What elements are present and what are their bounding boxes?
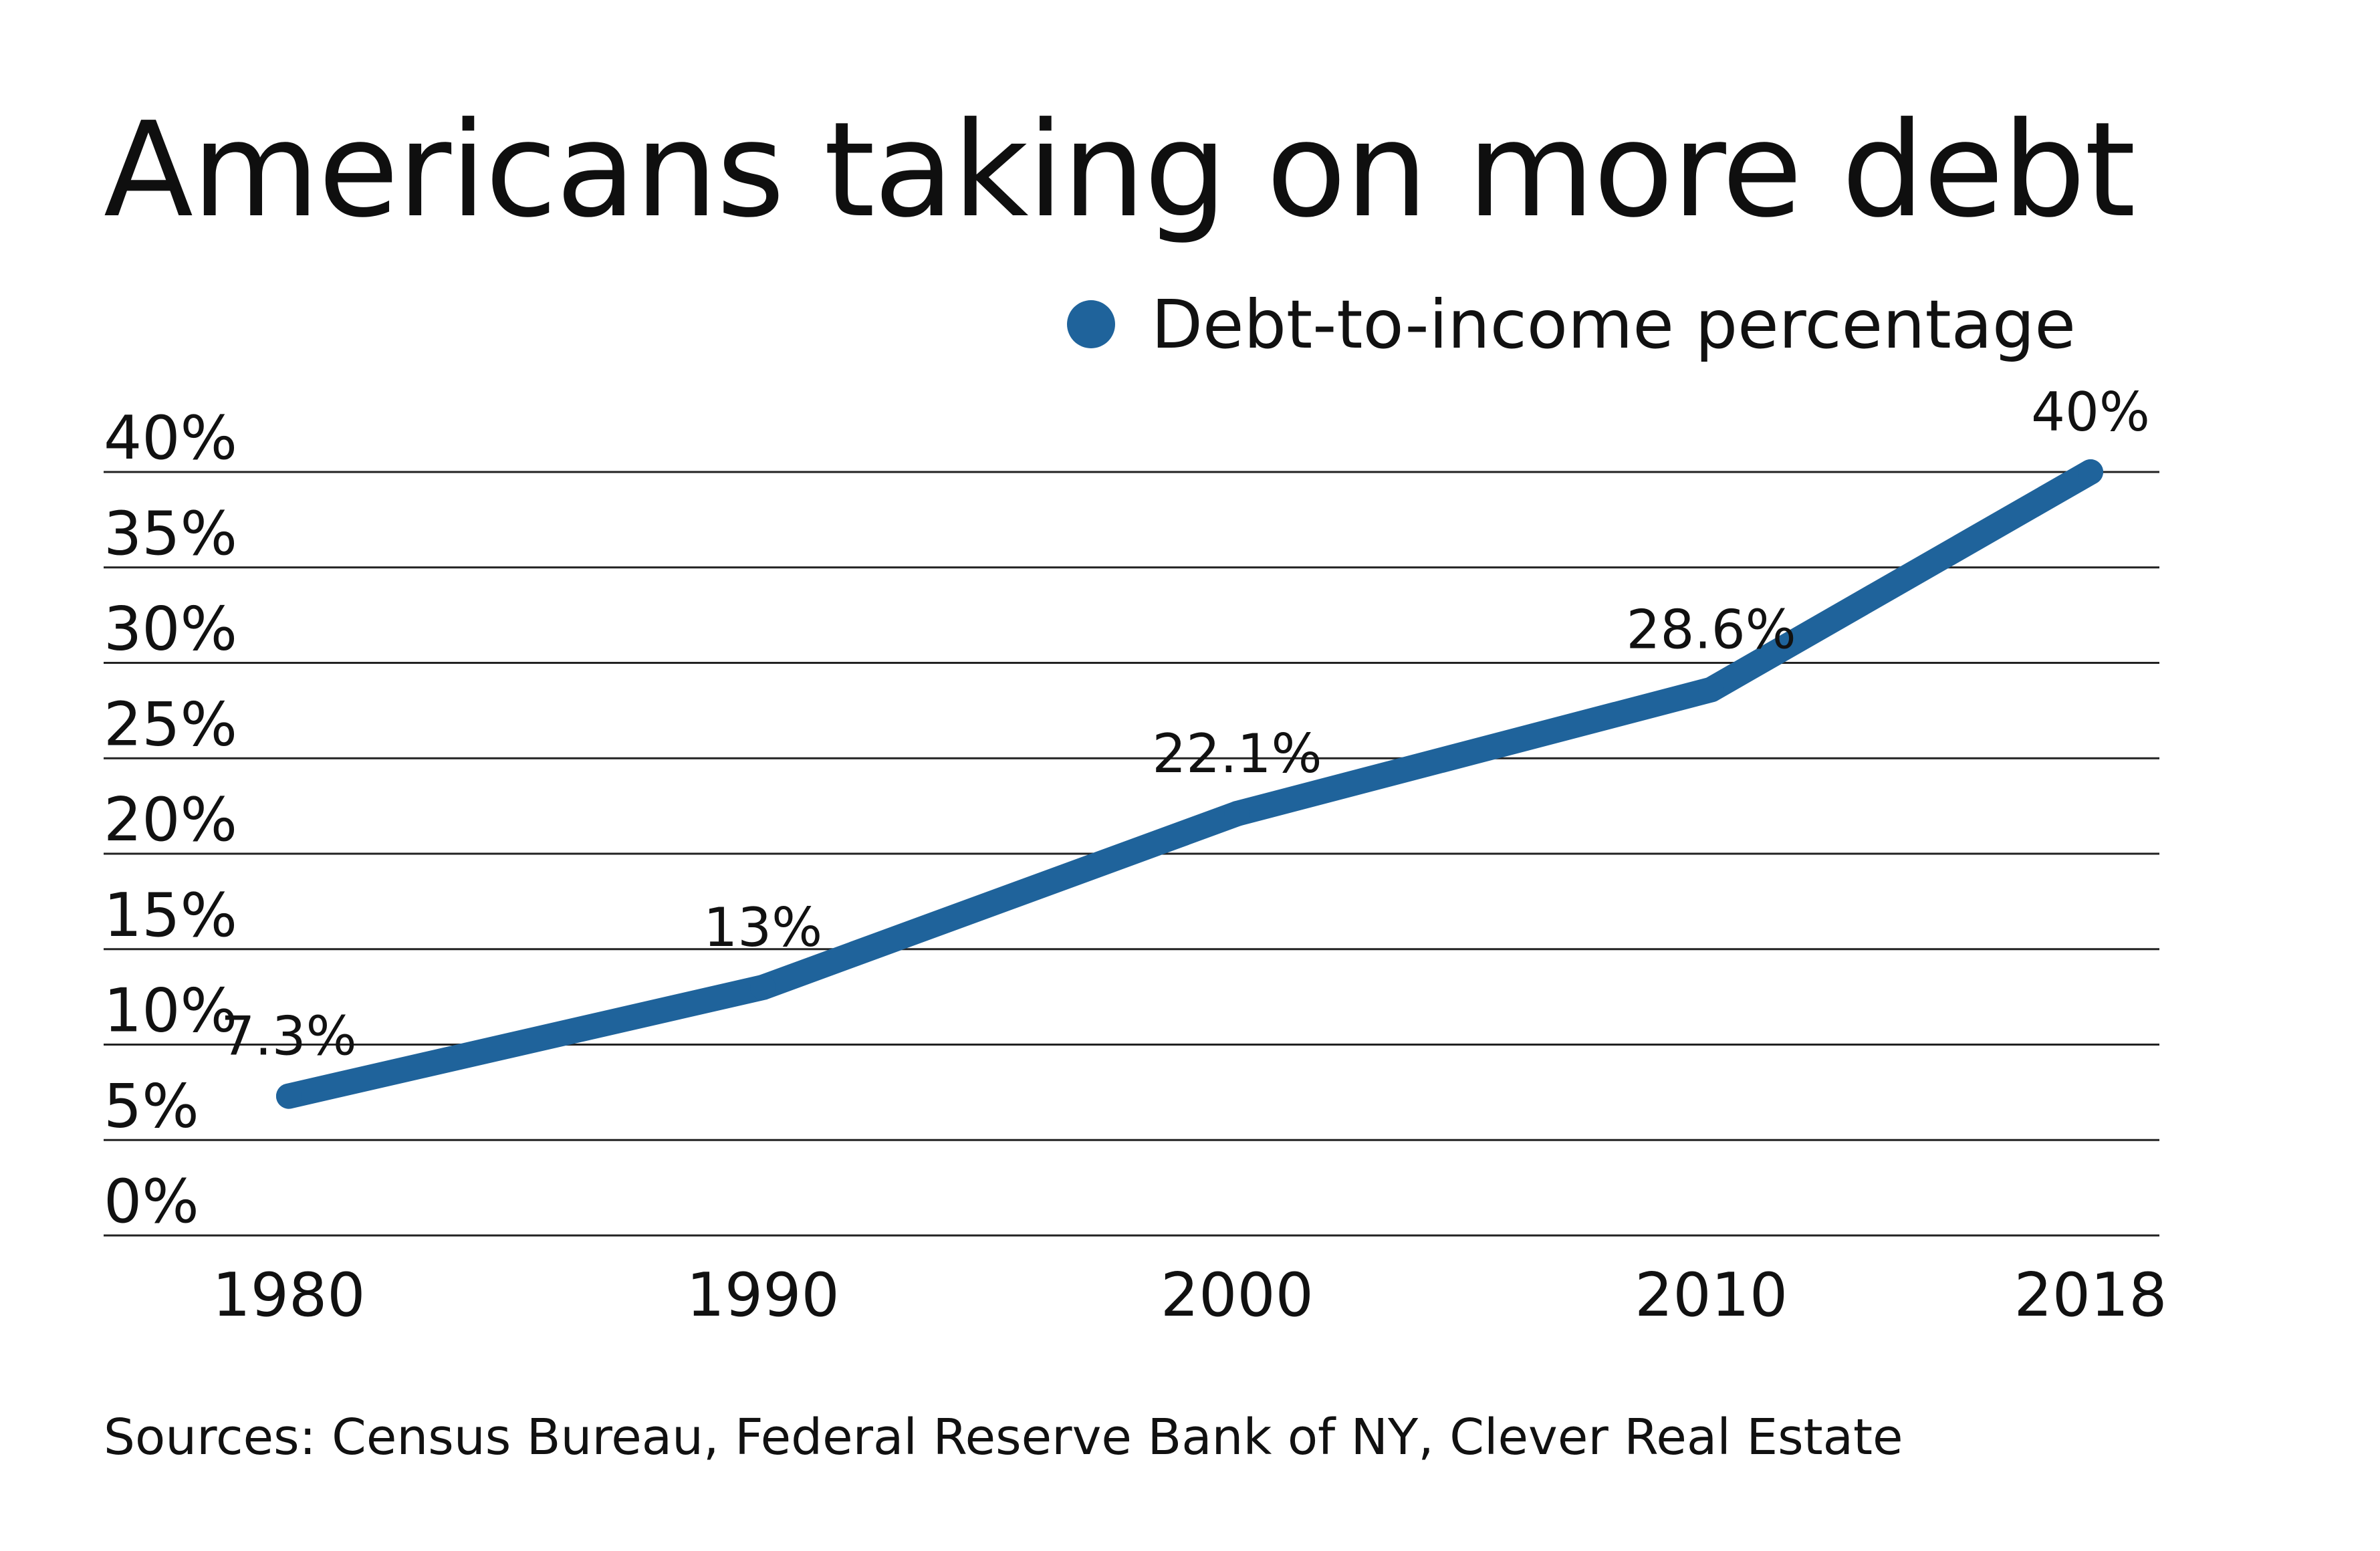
legend: Debt-to-income percentage	[1067, 285, 2076, 364]
y-tick-label: 0%	[104, 1167, 199, 1237]
y-tick-label: 10%	[104, 976, 237, 1046]
y-tick-label: 40%	[104, 403, 237, 473]
y-tick-label: 20%	[104, 785, 237, 855]
y-tick-label: 15%	[104, 880, 237, 951]
data-point	[1224, 801, 1250, 827]
chart-title: Americans taking on more debt	[104, 94, 2135, 247]
x-tick-label: 2000	[1161, 1260, 1314, 1330]
legend-label: Debt-to-income percentage	[1151, 285, 2076, 364]
source-note: Sources: Census Bureau, Federal Reserve …	[104, 1409, 1903, 1466]
series-layer	[276, 459, 2103, 1109]
legend-swatch	[1067, 300, 1115, 348]
x-tick-label: 2018	[2014, 1260, 2167, 1330]
y-axis-ticks: 0% 5% 10% 15% 20% 25% 30% 35% 40%	[104, 403, 237, 1237]
x-tick-label: 1990	[687, 1260, 840, 1330]
y-tick-label: 25%	[104, 689, 237, 759]
y-tick-label: 35%	[104, 499, 237, 569]
y-tick-label: 5%	[104, 1071, 199, 1141]
data-label: 40%	[2031, 381, 2150, 443]
data-label: 7.3%	[221, 1005, 356, 1068]
data-label: 22.1%	[1152, 723, 1322, 785]
x-axis-ticks: 1980 1990 2000 2010 2018	[212, 1260, 2167, 1330]
data-point	[1698, 677, 1724, 703]
data-point	[750, 974, 776, 1000]
data-labels: 7.3% 13% 22.1% 28.6% 40%	[221, 381, 2150, 1068]
data-label: 28.6%	[1627, 598, 1796, 661]
x-tick-label: 1980	[212, 1260, 365, 1330]
data-label: 13%	[703, 897, 822, 959]
data-point	[2078, 459, 2103, 485]
data-point	[276, 1083, 302, 1109]
x-tick-label: 2010	[1635, 1260, 1788, 1330]
y-tick-label: 30%	[104, 594, 237, 665]
